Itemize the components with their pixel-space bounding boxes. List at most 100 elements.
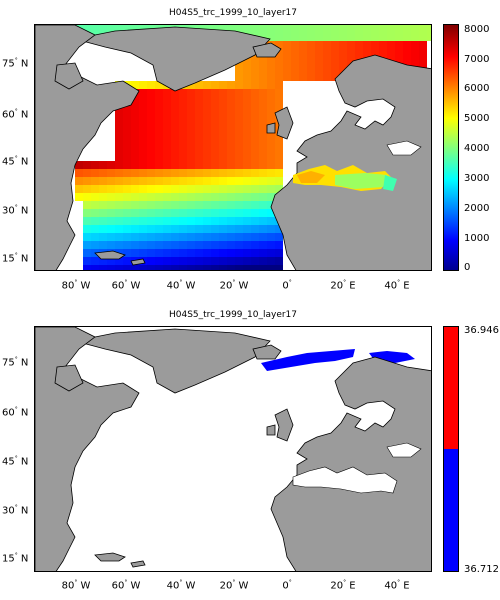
field-cell — [195, 225, 203, 233]
field-cell — [219, 97, 227, 105]
field-cell — [131, 113, 139, 121]
field-cell — [331, 65, 339, 73]
field-cell — [187, 161, 195, 169]
field-cell — [227, 153, 235, 161]
colorbar-tick-label: 8000 — [464, 24, 490, 35]
field-cell — [115, 145, 123, 153]
field-cell — [171, 233, 179, 241]
field-cell — [307, 73, 315, 81]
field-cell — [203, 241, 211, 249]
field-cell — [379, 33, 387, 41]
field-cell — [187, 129, 195, 137]
field-cell — [115, 137, 123, 145]
field-cell — [267, 233, 275, 241]
field-cell — [163, 209, 171, 217]
field-cell — [123, 241, 131, 249]
field-cell — [275, 137, 283, 145]
field-cell — [187, 233, 195, 241]
field-cell — [243, 73, 251, 81]
field-cell — [179, 265, 187, 270]
field-cell — [347, 57, 355, 65]
field-cell — [227, 193, 235, 201]
field-cell — [259, 153, 267, 161]
field-cell — [243, 121, 251, 129]
field-cell — [115, 161, 123, 169]
field-cell — [267, 145, 275, 153]
field-cell — [411, 49, 419, 57]
field-cell — [179, 97, 187, 105]
field-cell — [83, 177, 91, 185]
field-cell — [203, 209, 211, 217]
field-cell — [235, 249, 243, 257]
field-cell — [371, 49, 379, 57]
field-cell — [291, 65, 299, 73]
field-cell — [107, 161, 115, 169]
field-cell — [147, 249, 155, 257]
field-cell — [107, 241, 115, 249]
field-cell — [211, 257, 219, 265]
field-cell — [251, 265, 259, 270]
field-cell — [395, 25, 403, 33]
field-cell — [163, 153, 171, 161]
field-cell — [251, 89, 259, 97]
field-cell — [155, 201, 163, 209]
field-cell — [219, 201, 227, 209]
field-cell — [83, 241, 91, 249]
field-cell — [115, 185, 123, 193]
field-cell — [251, 113, 259, 121]
field-cell — [123, 225, 131, 233]
field-cell — [147, 201, 155, 209]
field-cell — [203, 249, 211, 257]
field-cell — [211, 97, 219, 105]
field-cell — [267, 241, 275, 249]
field-cell — [203, 217, 211, 225]
field-cell — [91, 193, 99, 201]
field-cell — [83, 193, 91, 201]
field-cell — [155, 265, 163, 270]
field-cell — [131, 241, 139, 249]
lon-label: 40° W — [166, 279, 196, 292]
field-cell — [211, 161, 219, 169]
field-cell — [131, 25, 139, 33]
field-cell — [99, 265, 107, 270]
field-cell — [291, 41, 299, 49]
field-cell — [131, 169, 139, 177]
field-cell — [331, 41, 339, 49]
field-cell — [83, 25, 91, 33]
colorbar-tick-label: 1000 — [464, 233, 490, 244]
field-cell — [227, 249, 235, 257]
field-cell — [195, 129, 203, 137]
field-cell — [235, 177, 243, 185]
field-cell — [219, 257, 227, 265]
field-cell — [259, 57, 267, 65]
field-cell — [307, 65, 315, 73]
field-cell — [219, 161, 227, 169]
field-cell — [99, 225, 107, 233]
field-cell — [395, 41, 403, 49]
field-cell — [371, 33, 379, 41]
field-cell — [83, 201, 91, 209]
field-cell — [171, 121, 179, 129]
field-cell — [139, 137, 147, 145]
field-cell — [123, 161, 131, 169]
field-cell — [155, 145, 163, 153]
field-cell — [235, 161, 243, 169]
field-cell — [171, 161, 179, 169]
field-cell — [275, 185, 283, 193]
field-cell — [179, 153, 187, 161]
field-cell — [203, 137, 211, 145]
field-cell — [195, 217, 203, 225]
field-cell — [227, 97, 235, 105]
field-cell — [131, 233, 139, 241]
field-cell — [259, 129, 267, 137]
field-cell — [147, 169, 155, 177]
field-cell — [235, 73, 243, 81]
field-cell — [203, 81, 211, 89]
field-cell — [243, 217, 251, 225]
field-cell — [179, 145, 187, 153]
mediterranean-field — [293, 140, 422, 191]
field-cell — [235, 121, 243, 129]
field-cell — [155, 97, 163, 105]
field-cell — [203, 185, 211, 193]
field-cell — [251, 225, 259, 233]
